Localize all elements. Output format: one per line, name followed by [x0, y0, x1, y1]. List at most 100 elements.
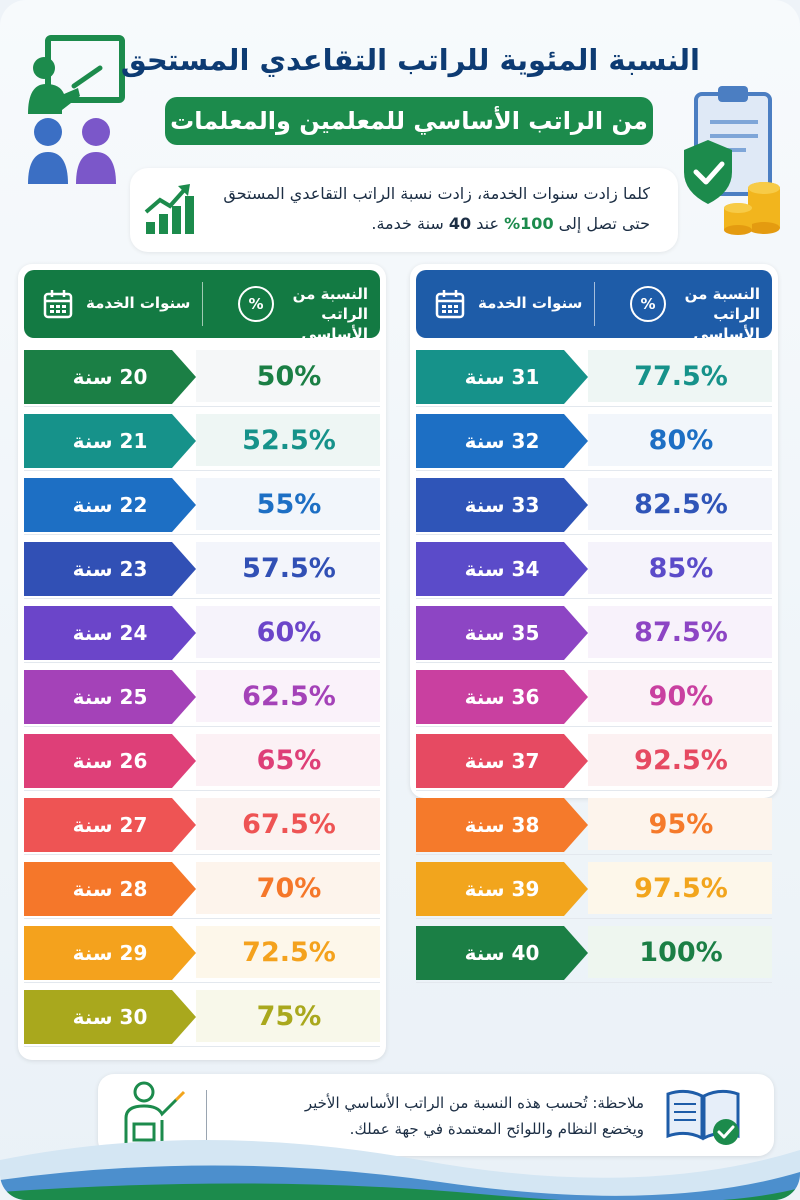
- percent-value: 100%: [639, 937, 723, 968]
- years-tag: 27 سنة: [24, 798, 196, 852]
- table-row: 23 سنة 57.5%: [24, 540, 380, 599]
- percent-icon: %: [630, 286, 666, 322]
- table-row: 20 سنة 50%: [24, 348, 380, 407]
- table-row: 27 سنة 67.5%: [24, 796, 380, 855]
- years-tag: 30 سنة: [24, 990, 196, 1044]
- teacher-presenting-icon: [28, 35, 125, 184]
- header-divider: [202, 282, 203, 326]
- calendar-icon: [43, 290, 73, 319]
- years-tag: 26 سنة: [24, 734, 196, 788]
- percent-value: 77.5%: [634, 361, 728, 392]
- row-background: [588, 606, 772, 658]
- table-right: سنوات الخدمة % النسبة من الراتب الأساسي …: [410, 264, 778, 983]
- percent-value: 82.5%: [634, 489, 728, 520]
- row-background: [196, 734, 380, 786]
- page-subtitle: من الراتب الأساسي للمعلمين والمعلمات: [165, 97, 653, 145]
- years-tag: 39 سنة: [416, 862, 588, 916]
- intro-line-2-post: سنة خدمة.: [371, 214, 444, 233]
- table-row: 36 سنة 90%: [416, 668, 772, 727]
- years-tag: 25 سنة: [24, 670, 196, 724]
- row-background: [196, 478, 380, 530]
- years-tag: 38 سنة: [416, 798, 588, 852]
- row-background: [196, 798, 380, 850]
- row-background: [588, 542, 772, 594]
- intro-max-percent: 100%: [504, 214, 554, 233]
- percent-value: 85%: [648, 553, 714, 584]
- table-row: 26 سنة 65%: [24, 732, 380, 791]
- calendar-icon: [435, 290, 465, 319]
- row-background: [196, 542, 380, 594]
- percent-value: 55%: [256, 489, 322, 520]
- row-background: [588, 350, 772, 402]
- row-background: [588, 862, 772, 914]
- years-tag: 20 سنة: [24, 350, 196, 404]
- table-row: 28 سنة 70%: [24, 860, 380, 919]
- note-line-2: ويخضع النظام واللوائح المعتمدة في جهة عم…: [349, 1120, 644, 1138]
- percent-value: 75%: [256, 1001, 322, 1032]
- row-background: [588, 734, 772, 786]
- note-line-1: ملاحظة: تُحسب هذه النسبة من الراتب الأسا…: [304, 1094, 644, 1112]
- row-background: [196, 670, 380, 722]
- row-background: [196, 350, 380, 402]
- percent-value: 90%: [648, 681, 714, 712]
- percent-header-line-1: النسبة من: [292, 285, 368, 303]
- years-tag: 28 سنة: [24, 862, 196, 916]
- clipboard-shield-coins-icon: [684, 86, 780, 235]
- table-row: 31 سنة 77.5%: [416, 348, 772, 407]
- percent-value: 72.5%: [242, 937, 336, 968]
- intro-line-2: حتى تصل إلى 100% عند 40 سنة خدمة.: [371, 214, 650, 233]
- years-tag: 34 سنة: [416, 542, 588, 596]
- table-row: 33 سنة 82.5%: [416, 476, 772, 535]
- percent-value: 80%: [648, 425, 714, 456]
- row-background: [588, 670, 772, 722]
- years-tag: 36 سنة: [416, 670, 588, 724]
- table-row: 39 سنة 97.5%: [416, 860, 772, 919]
- percent-header-line-2: الراتب الأساسي: [693, 305, 760, 343]
- bottom-wave-decoration: [0, 1140, 800, 1200]
- percent-value: 97.5%: [634, 873, 728, 904]
- percent-icon: %: [238, 286, 274, 322]
- table-row: 38 سنة 95%: [416, 796, 772, 855]
- years-column-header: سنوات الخدمة: [86, 294, 191, 312]
- years-tag: 35 سنة: [416, 606, 588, 660]
- percent-value: 95%: [648, 809, 714, 840]
- intro-line-1: كلما زادت سنوات الخدمة، زادت نسبة الراتب…: [223, 184, 650, 203]
- table-row: 35 سنة 87.5%: [416, 604, 772, 663]
- percent-value: 62.5%: [242, 681, 336, 712]
- intro-box: كلما زادت سنوات الخدمة، زادت نسبة الراتب…: [130, 168, 678, 252]
- page-title: النسبة المئوية للراتب التقاعدي المستحق: [120, 43, 700, 77]
- years-tag: 24 سنة: [24, 606, 196, 660]
- table-row: 21 سنة 52.5%: [24, 412, 380, 471]
- percent-header-line-1: النسبة من: [684, 285, 760, 303]
- percent-value: 87.5%: [634, 617, 728, 648]
- years-tag: 31 سنة: [416, 350, 588, 404]
- percent-value: 67.5%: [242, 809, 336, 840]
- intro-line-2-pre: حتى تصل إلى: [558, 214, 650, 233]
- table-row: 32 سنة 80%: [416, 412, 772, 471]
- table-left: سنوات الخدمة % النسبة من الراتب الأساسي …: [18, 264, 386, 1060]
- percent-value: 50%: [256, 361, 322, 392]
- percent-value: 57.5%: [242, 553, 336, 584]
- row-background: [588, 478, 772, 530]
- years-tag: 23 سنة: [24, 542, 196, 596]
- percent-value: 92.5%: [634, 745, 728, 776]
- header-divider: [594, 282, 595, 326]
- row-background: [196, 414, 380, 466]
- open-book-check-icon: [666, 1089, 740, 1145]
- table-row: 24 سنة 60%: [24, 604, 380, 663]
- row-background: [196, 862, 380, 914]
- years-tag: 21 سنة: [24, 414, 196, 468]
- row-background: [588, 798, 772, 850]
- intro-line-2-mid: عند: [476, 214, 500, 233]
- growth-chart-icon: [144, 184, 194, 234]
- table-row: 40 سنة 100%: [416, 924, 772, 983]
- row-background: [196, 990, 380, 1042]
- note-divider: [206, 1090, 207, 1140]
- years-column-header: سنوات الخدمة: [478, 294, 583, 312]
- table-row: 25 سنة 62.5%: [24, 668, 380, 727]
- table-row: 37 سنة 92.5%: [416, 732, 772, 791]
- table-row: 30 سنة 75%: [24, 988, 380, 1047]
- years-tag: 40 سنة: [416, 926, 588, 980]
- intro-max-years: 40: [448, 214, 472, 233]
